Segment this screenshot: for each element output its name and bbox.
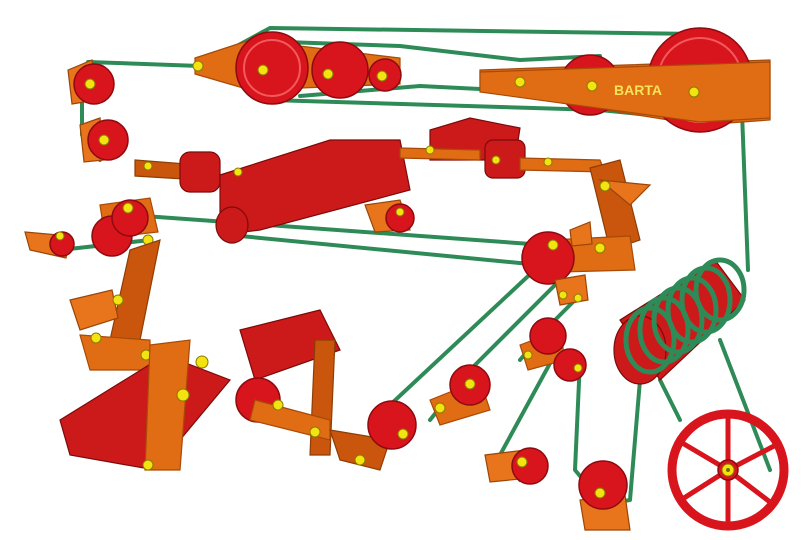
pulley-wheel-icon [511, 447, 549, 485]
top-pulley-wheel-icon [235, 31, 309, 105]
central-shaft-assembly [134, 117, 606, 244]
pin-icon [514, 76, 526, 88]
pulley-wheel-icon [578, 460, 628, 510]
middle-belt-b [228, 233, 542, 267]
coil-belt-c [718, 338, 772, 472]
top-beam-assembly: BARTA [192, 27, 771, 133]
pin-icon [192, 60, 204, 72]
bracket-icon [598, 179, 652, 206]
pulley-wheel-icon [521, 231, 575, 285]
pulley-wheel-icon [529, 317, 567, 355]
left-brackets [67, 59, 129, 163]
roller-icon [484, 139, 526, 179]
upper-plate [239, 309, 341, 381]
bracket-icon [69, 289, 119, 331]
pulley-wheel-icon [385, 203, 415, 233]
treadle-assembly [59, 309, 417, 471]
right-linkage-chain [364, 159, 652, 285]
bracket-icon [554, 274, 589, 306]
top-right-beam-front [479, 61, 771, 123]
pulley-wheel-icon [111, 199, 149, 237]
coil-belt-b [658, 378, 682, 422]
roller-icon [179, 151, 221, 193]
pin-icon [376, 70, 388, 82]
bottom-pulleys [484, 447, 631, 531]
brand-label: BARTA [614, 82, 662, 98]
treadle-plate [59, 354, 231, 471]
spoked-wheel-icon [667, 409, 789, 531]
pulley-wheel-icon [553, 348, 587, 382]
pin-icon [688, 86, 700, 98]
pin-icon [322, 68, 334, 80]
top-pulley-wheel-icon [311, 41, 369, 99]
pin-icon [586, 80, 598, 92]
left-linkage-chain [24, 197, 161, 371]
pulley-wheel-icon [367, 400, 417, 450]
coil-spring-icon [613, 257, 747, 385]
pin-icon [257, 64, 269, 76]
bracket-icon [569, 221, 593, 247]
lower-middle-pulleys [429, 274, 589, 426]
